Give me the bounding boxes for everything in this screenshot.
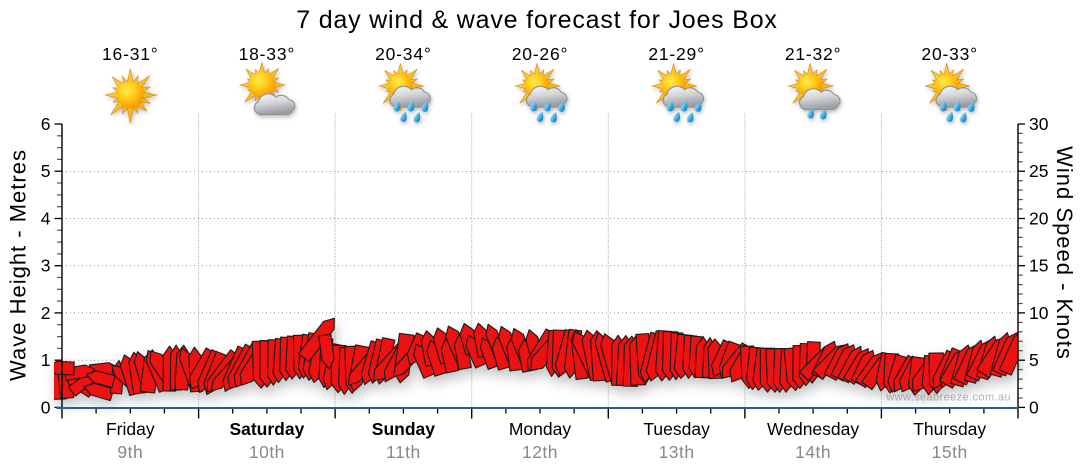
svg-text:2: 2: [41, 303, 51, 323]
svg-text:9th: 9th: [117, 442, 143, 462]
svg-text:Sunday: Sunday: [372, 419, 435, 439]
svg-text:18-33°: 18-33°: [239, 44, 296, 64]
svg-text:www.seabreeze.com.au: www.seabreeze.com.au: [885, 392, 1011, 404]
svg-text:30: 30: [1029, 114, 1049, 134]
svg-text:Wave Height - Metres: Wave Height - Metres: [6, 149, 31, 381]
svg-text:20: 20: [1029, 209, 1049, 229]
svg-text:12th: 12th: [522, 442, 558, 462]
svg-text:25: 25: [1029, 161, 1048, 181]
svg-text:1: 1: [41, 350, 51, 370]
svg-text:3: 3: [41, 256, 51, 276]
svg-text:4: 4: [41, 209, 51, 229]
svg-text:6: 6: [41, 114, 51, 134]
svg-text:0: 0: [41, 397, 51, 417]
svg-text:0: 0: [1029, 397, 1039, 417]
svg-text:15: 15: [1029, 256, 1048, 276]
svg-text:Saturday: Saturday: [229, 419, 304, 439]
svg-text:7 day wind & wave forecast for: 7 day wind & wave forecast for Joes Box: [296, 6, 777, 34]
svg-text:5: 5: [41, 161, 51, 181]
svg-text:14th: 14th: [795, 442, 831, 462]
svg-text:Wind Speed - Knots: Wind Speed - Knots: [1052, 146, 1077, 360]
svg-text:15th: 15th: [932, 442, 968, 462]
svg-text:20-34°: 20-34°: [375, 44, 432, 64]
svg-text:11th: 11th: [386, 442, 421, 462]
svg-text:16-31°: 16-31°: [102, 44, 159, 64]
svg-text:10th: 10th: [249, 442, 285, 462]
svg-text:5: 5: [1029, 350, 1039, 370]
svg-text:Friday: Friday: [106, 419, 155, 439]
svg-text:10: 10: [1029, 303, 1049, 323]
svg-text:Wednesday: Wednesday: [767, 419, 859, 439]
svg-text:Thursday: Thursday: [913, 419, 986, 439]
svg-text:21-29°: 21-29°: [648, 44, 705, 64]
svg-text:Monday: Monday: [509, 419, 572, 439]
svg-text:13th: 13th: [659, 442, 695, 462]
svg-text:20-33°: 20-33°: [921, 44, 978, 64]
svg-text:21-32°: 21-32°: [785, 44, 842, 64]
svg-text:Tuesday: Tuesday: [643, 419, 710, 439]
svg-text:20-26°: 20-26°: [512, 44, 569, 64]
